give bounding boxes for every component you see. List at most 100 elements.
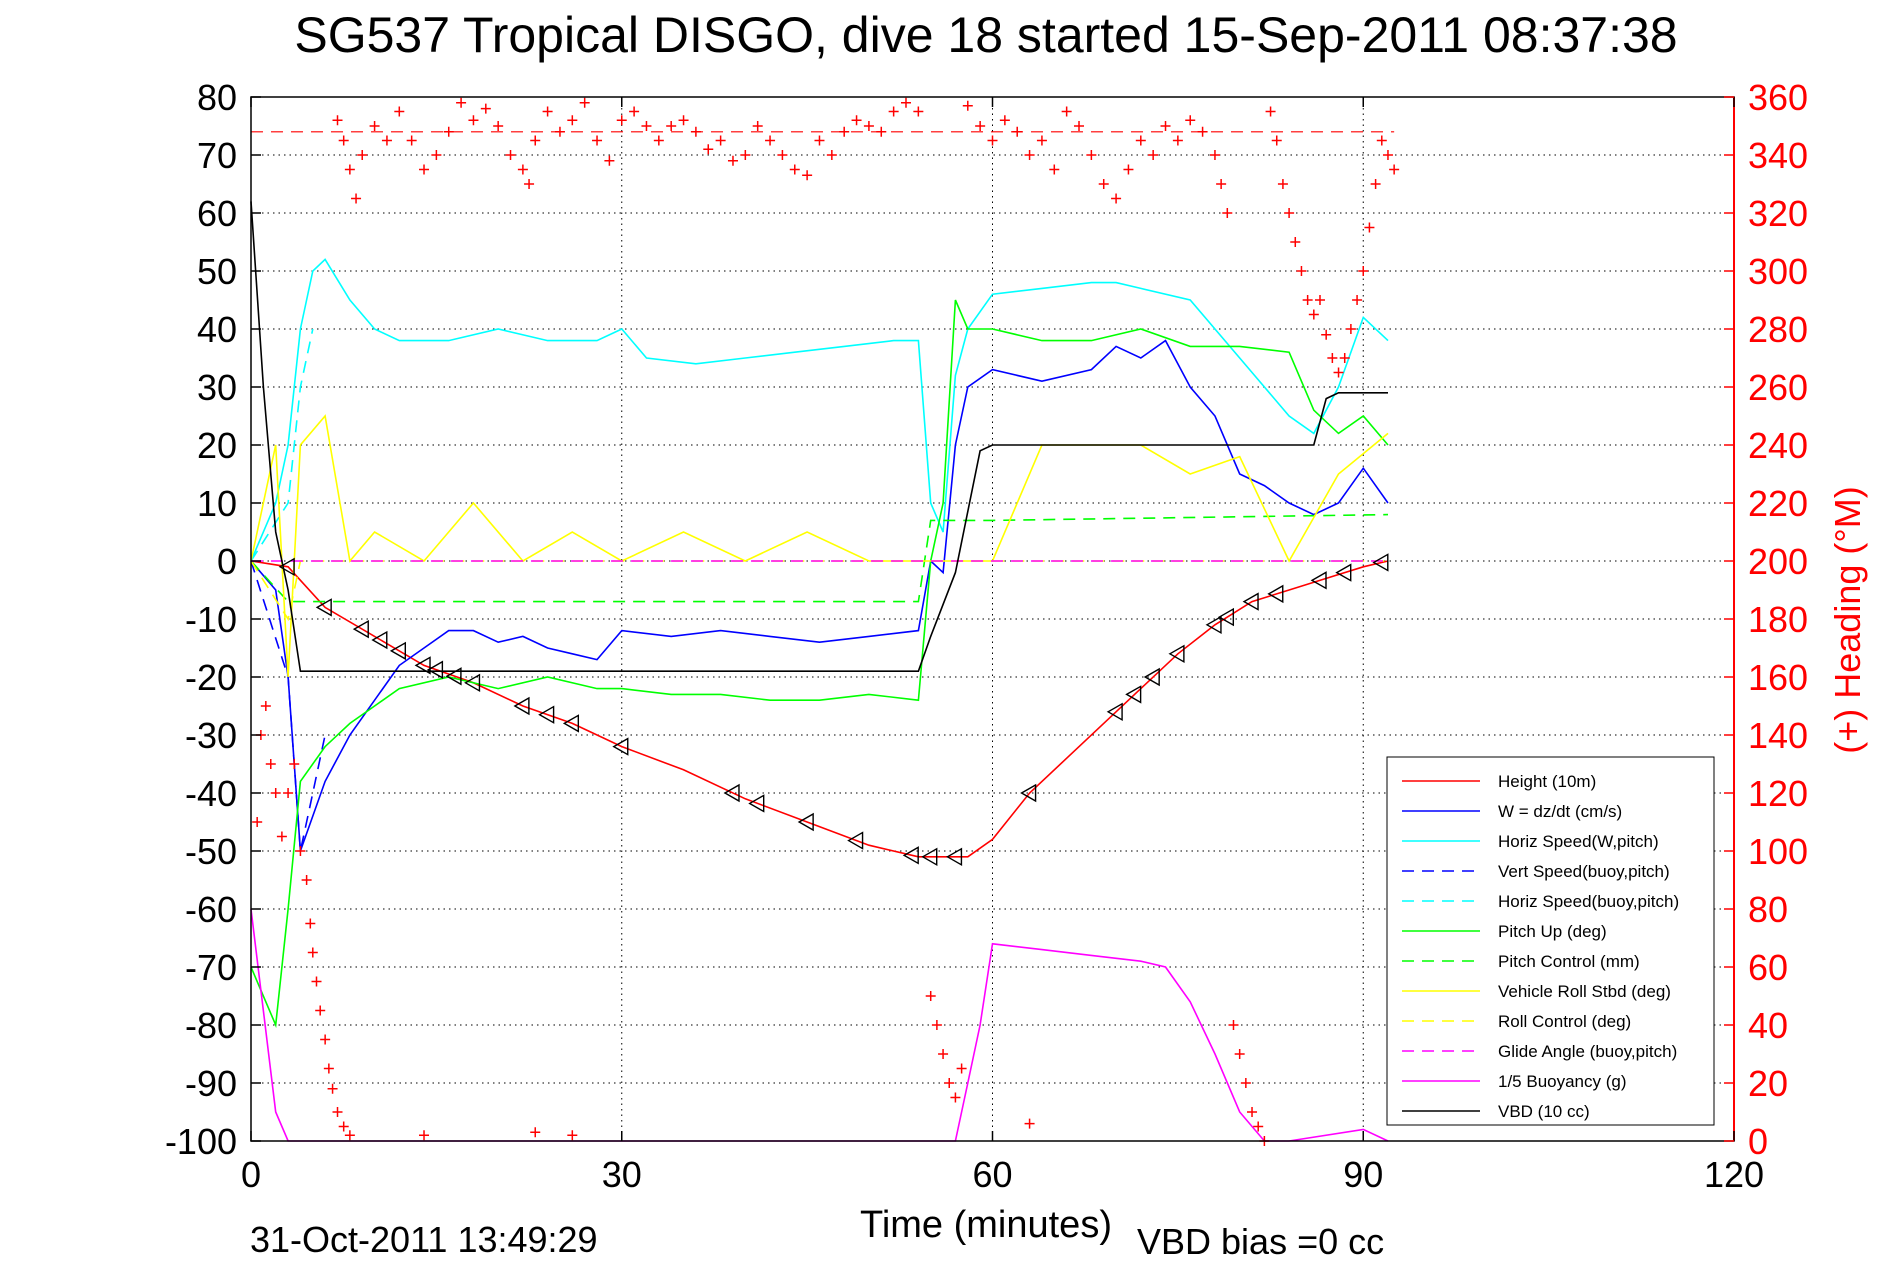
- legend-label: Pitch Control (mm): [1498, 952, 1640, 971]
- heading-marker: [727, 155, 738, 166]
- right-y-tick-label: 160: [1748, 657, 1808, 698]
- x-axis-label: Time (minutes): [860, 1204, 1112, 1246]
- heading-marker: [1247, 1107, 1258, 1117]
- triangle-marker: [1267, 584, 1284, 604]
- heading-marker: [1061, 106, 1072, 117]
- heading-marker: [863, 121, 874, 131]
- y-tick-label: -40: [185, 773, 237, 814]
- heading-marker: [307, 947, 318, 958]
- footer-timestamp: 31-Oct-2011 13:49:29: [250, 1219, 598, 1260]
- heading-marker: [1345, 324, 1356, 334]
- heading-marker: [629, 106, 640, 117]
- heading-marker: [320, 1034, 331, 1045]
- heading-marker: [493, 121, 504, 131]
- heading-marker: [1364, 222, 1375, 233]
- heading-marker: [777, 150, 788, 160]
- legend-label: Roll Control (deg): [1498, 1012, 1631, 1031]
- triangle-marker: [1168, 644, 1185, 664]
- right-y-tick-label: 180: [1748, 599, 1808, 640]
- heading-marker: [604, 155, 615, 166]
- heading-marker: [1339, 353, 1350, 363]
- heading-marker: [554, 126, 565, 137]
- y-tick-label: -10: [185, 599, 237, 640]
- triangle-marker: [1143, 667, 1160, 687]
- right-y-tick-label: 140: [1748, 715, 1808, 756]
- series-roll-control-deg: [250, 560, 1388, 622]
- y-tick-label: -30: [185, 715, 237, 756]
- heading-marker: [999, 115, 1010, 126]
- legend: Height (10m) W = dz/dt (cm/s) Horiz Speed(…: [1386, 756, 1715, 1126]
- triangle-marker: [414, 656, 431, 675]
- triangle-marker: [389, 641, 406, 661]
- heading-marker: [765, 135, 776, 146]
- heading-marker: [1049, 164, 1060, 175]
- heading-marker: [851, 115, 862, 126]
- right-y-tick-label: 100: [1748, 831, 1808, 872]
- y-tick-label: -50: [185, 831, 237, 872]
- y-tick-label: 70: [197, 135, 237, 176]
- heading-marker: [283, 788, 294, 798]
- y-tick-label: -60: [185, 889, 237, 930]
- right-y-tick-label: 80: [1748, 889, 1788, 930]
- heading-marker: [505, 150, 516, 160]
- right-y-tick-label: 300: [1748, 251, 1808, 292]
- heading-marker: [938, 1049, 949, 1059]
- triangle-marker: [748, 794, 765, 813]
- heading-marker: [752, 121, 763, 131]
- heading-marker: [1086, 150, 1097, 160]
- right-y-tick-label: 360: [1748, 77, 1808, 118]
- right-y-tick-label: 20: [1748, 1063, 1788, 1104]
- heading-marker: [641, 121, 652, 131]
- heading-marker: [579, 97, 590, 108]
- legend-label: 1/5 Buoyancy (g): [1498, 1072, 1627, 1091]
- heading-marker: [888, 106, 899, 117]
- right-y-tick-label: 340: [1748, 135, 1808, 176]
- heading-marker: [592, 135, 603, 146]
- heading-marker: [1036, 135, 1047, 146]
- heading-marker: [530, 135, 541, 146]
- right-y-tick-label: 120: [1748, 773, 1808, 814]
- right-y-axis-ticks: 0 20 40 60 80 100 120 140 160 180 200 220 240 260 280 3…: [1724, 77, 1808, 1162]
- heading-marker: [1389, 164, 1400, 175]
- heading-marker: [1216, 179, 1227, 189]
- heading-marker: [740, 150, 751, 160]
- y-tick-label: -100: [165, 1121, 237, 1162]
- heading-marker: [295, 846, 306, 856]
- heading-marker: [406, 135, 417, 146]
- heading-marker: [1012, 126, 1023, 137]
- heading-marker: [301, 875, 312, 885]
- triangle-marker: [1205, 615, 1222, 635]
- triangle-marker: [1335, 563, 1352, 582]
- triangle-marker: [1106, 702, 1123, 722]
- legend-label: Glide Angle (buoy,pitch): [1498, 1042, 1677, 1061]
- heading-markers: [252, 97, 1400, 1146]
- heading-marker: [690, 126, 701, 137]
- heading-marker: [1253, 1121, 1264, 1132]
- triangle-markers: [278, 553, 1389, 867]
- triangle-marker: [464, 673, 481, 693]
- triangle-marker: [371, 630, 388, 650]
- triangle-marker: [946, 847, 963, 867]
- heading-marker: [1265, 106, 1276, 117]
- heading-marker: [1296, 266, 1307, 276]
- heading-marker: [962, 100, 973, 111]
- heading-marker: [802, 170, 813, 181]
- heading-marker: [344, 164, 355, 175]
- x-tick-label: 30: [602, 1154, 642, 1195]
- heading-marker: [270, 788, 281, 798]
- heading-marker: [338, 135, 349, 146]
- triangle-marker: [426, 660, 444, 679]
- legend-label: Pitch Up (deg): [1498, 922, 1607, 941]
- legend-label: Height (10m): [1498, 772, 1596, 791]
- x-tick-label: 60: [972, 1154, 1012, 1195]
- y-tick-label: 50: [197, 251, 237, 292]
- heading-marker: [480, 103, 491, 114]
- heading-marker: [381, 135, 392, 146]
- series-layer: [250, 131, 1395, 1142]
- series-height-10m: [250, 560, 1389, 858]
- heading-marker: [1197, 126, 1208, 137]
- heading-marker: [517, 164, 528, 175]
- right-y-tick-label: 280: [1748, 309, 1808, 350]
- heading-marker: [1098, 179, 1109, 189]
